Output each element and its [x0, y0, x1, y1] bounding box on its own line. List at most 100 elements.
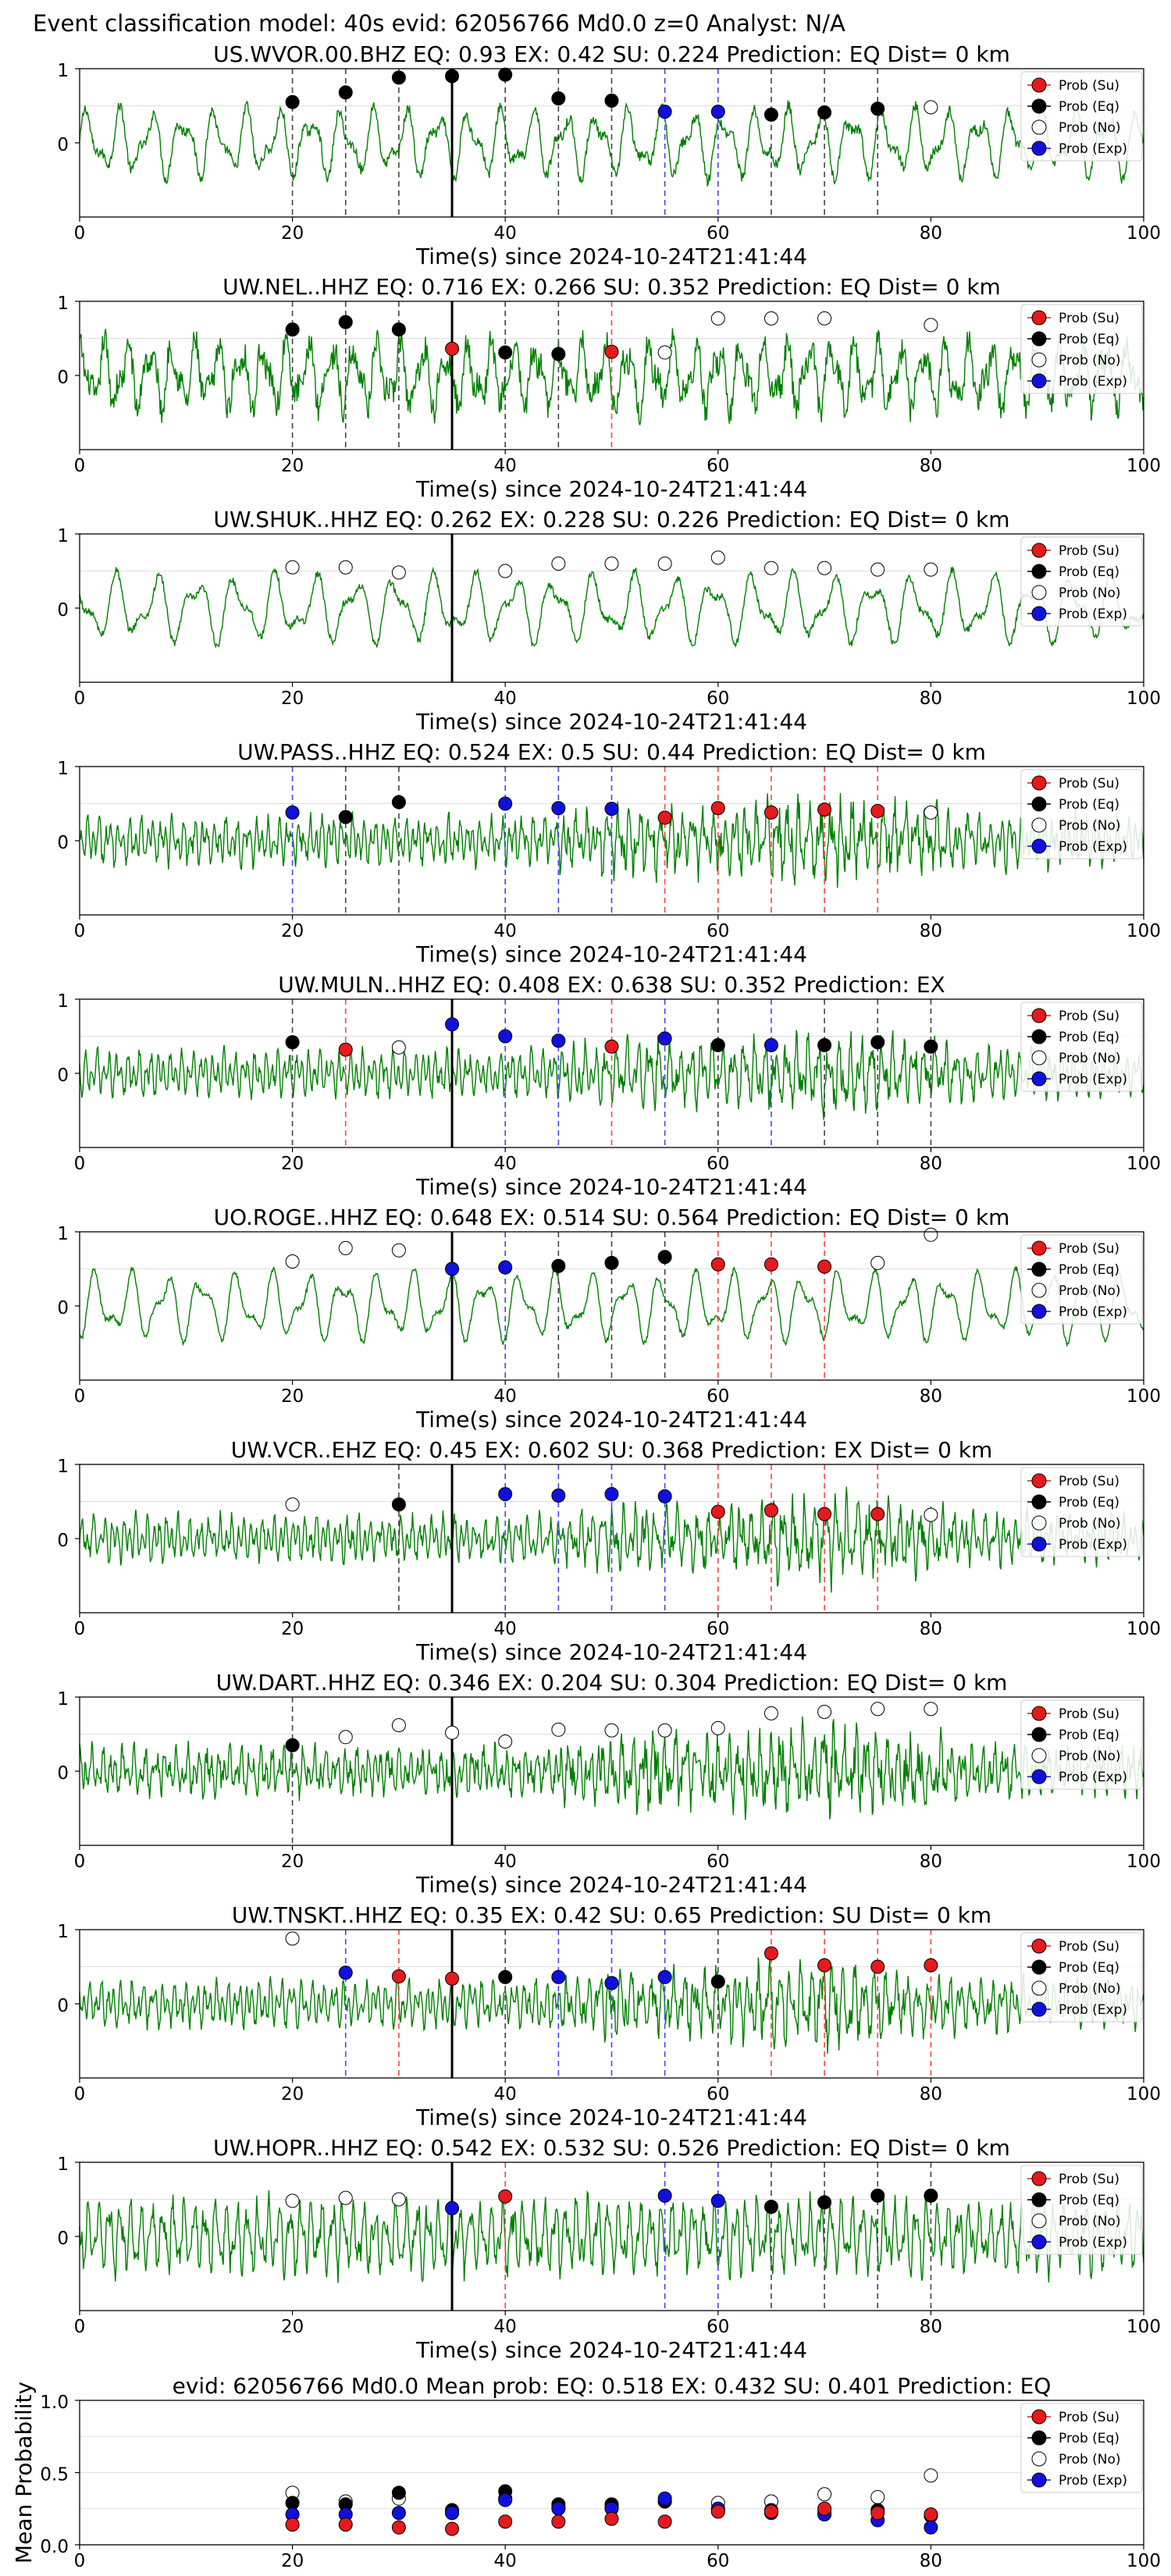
legend-label: Prob (Eq) [1059, 332, 1119, 347]
legend-label: Prob (Eq) [1059, 1960, 1119, 1976]
panel-4: UW.PASS..HHZ EQ: 0.524 EX: 0.5 SU: 0.44 … [57, 739, 1161, 967]
x-tick-label: 20 [281, 1154, 304, 1174]
panel-title: UW.MULN..HHZ EQ: 0.408 EX: 0.638 SU: 0.3… [278, 972, 945, 998]
prob-point-no [657, 557, 672, 571]
x-tick-label: 60 [707, 1154, 729, 1174]
x-tick-label: 80 [920, 2551, 942, 2571]
legend-label: Prob (Exp) [1059, 2235, 1127, 2250]
x-tick-label: 20 [281, 223, 304, 244]
legend-label: Prob (Eq) [1059, 99, 1119, 115]
legend-marker-su [1031, 1008, 1047, 1023]
panel-8: UW.DART..HHZ EQ: 0.346 EX: 0.204 SU: 0.3… [57, 1670, 1161, 1898]
legend-label: Prob (No) [1059, 1051, 1121, 1066]
legend-label: Prob (No) [1059, 2452, 1121, 2467]
prob-point-exp [657, 105, 672, 119]
legend-marker-eq [1031, 98, 1047, 114]
x-tick-label: 100 [1127, 456, 1161, 476]
x-tick-label: 0 [74, 2084, 86, 2105]
prob-point-su [498, 2189, 513, 2204]
prob-point-no [657, 345, 672, 360]
legend-marker-no [1031, 2451, 1047, 2467]
prob-point-no [338, 560, 353, 575]
legend-marker-no [1031, 1283, 1047, 1298]
prob-point-no [817, 1705, 832, 1719]
prob-point-no [763, 1706, 778, 1720]
legend-label: Prob (Su) [1059, 1706, 1119, 1722]
prob-point-eq [551, 91, 566, 105]
x-tick-label: 60 [707, 2317, 729, 2337]
legend-marker-su [1031, 1706, 1047, 1721]
legend-marker-su [1031, 1473, 1047, 1489]
prob-point-no [391, 1718, 406, 1733]
legend-label: Prob (Su) [1059, 311, 1119, 326]
x-tick-label: 40 [494, 1852, 517, 1872]
mean-point-su [285, 2517, 300, 2532]
prob-point-eq [391, 1497, 406, 1512]
legend-marker-su [1031, 543, 1047, 558]
x-tick-label: 80 [920, 2084, 942, 2105]
panel-title: UO.ROGE..HHZ EQ: 0.648 EX: 0.514 SU: 0.5… [214, 1204, 1010, 1230]
legend-marker-exp [1031, 373, 1047, 389]
legend-marker-eq [1031, 1959, 1047, 1975]
legend-label: Prob (Exp) [1059, 141, 1127, 157]
x-tick-label: 40 [494, 456, 517, 476]
panel-5: UW.MULN..HHZ EQ: 0.408 EX: 0.638 SU: 0.3… [57, 972, 1161, 1200]
x-axis-label: Time(s) since 2024-10-24T21:41:44 [415, 1407, 807, 1432]
y-tick-label: 1 [57, 61, 69, 81]
x-tick-label: 60 [707, 2551, 729, 2571]
legend-label: Prob (Exp) [1059, 374, 1127, 390]
x-tick-label: 80 [920, 1154, 942, 1174]
prob-point-su [710, 1504, 725, 1519]
prob-point-exp [604, 1487, 619, 1501]
x-tick-label: 100 [1127, 1852, 1161, 1872]
legend-label: Prob (Exp) [1059, 1304, 1127, 1320]
legend-label: Prob (Su) [1059, 1474, 1119, 1489]
prob-point-no [763, 311, 778, 326]
prob-point-eq [391, 322, 406, 337]
axes-frame [79, 1929, 1144, 2079]
prob-point-su [604, 1039, 619, 1054]
prob-point-su [817, 802, 832, 817]
x-tick-label: 0 [74, 2317, 86, 2337]
y-tick-label: 1 [57, 759, 69, 779]
x-tick-label: 0 [74, 921, 86, 941]
prob-point-exp [551, 1969, 566, 1984]
x-tick-label: 0 [74, 2551, 86, 2571]
x-tick-label: 0 [74, 1154, 86, 1174]
y-tick-label: 1 [57, 2154, 69, 2175]
prob-point-no [285, 560, 300, 575]
y-tick-label: 0 [57, 600, 69, 621]
legend-marker-no [1031, 352, 1047, 368]
prob-point-exp [445, 2201, 460, 2215]
mean-point-su [763, 2504, 778, 2519]
prob-point-exp [710, 105, 725, 119]
prob-point-su [657, 810, 672, 825]
panel-title: UW.DART..HHZ EQ: 0.346 EX: 0.204 SU: 0.3… [216, 1670, 1008, 1695]
x-tick-label: 20 [281, 688, 304, 709]
y-tick-label: 0 [57, 1996, 69, 2016]
legend-label: Prob (Exp) [1059, 839, 1127, 855]
prob-point-su [817, 1259, 832, 1274]
x-tick-label: 100 [1127, 1154, 1161, 1174]
prob-point-no [445, 1725, 460, 1740]
prob-point-no [924, 562, 938, 577]
mean-point-su [710, 2504, 725, 2519]
prob-point-no [285, 1931, 300, 1946]
prob-point-exp [338, 1966, 353, 1980]
legend-box [1020, 1002, 1143, 1092]
y-tick-label: 1 [57, 1689, 69, 1710]
y-tick-label: 1 [57, 526, 69, 546]
mean-point-su [657, 2514, 672, 2529]
mean-point-eq [391, 2485, 406, 2500]
prob-point-exp [285, 805, 300, 820]
legend-label: Prob (Su) [1059, 1241, 1119, 1257]
prob-point-no [817, 311, 832, 326]
prob-point-no [338, 1240, 353, 1255]
x-tick-label: 40 [494, 1619, 517, 1639]
prob-point-eq [710, 1974, 725, 1989]
legend-label: Prob (No) [1059, 1749, 1121, 1764]
legend-label: Prob (Exp) [1059, 2473, 1127, 2489]
x-tick-label: 80 [920, 1619, 942, 1639]
x-tick-label: 100 [1127, 2084, 1161, 2105]
legend-label: Prob (No) [1059, 2214, 1121, 2229]
